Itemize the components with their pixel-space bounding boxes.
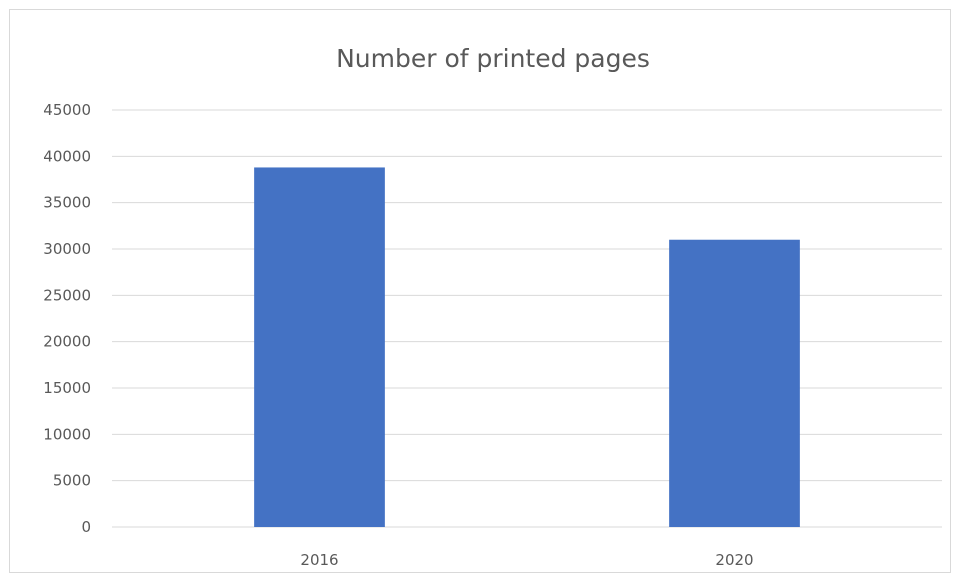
- y-axis-tick-labels: 0 5000 10000 15000 20000 25000 30000 35000 40000…: [43, 101, 91, 536]
- y-tick-label: 20000: [43, 333, 91, 351]
- y-tick-label: 35000: [43, 194, 91, 212]
- y-tick-label: 45000: [43, 101, 91, 119]
- x-tick-label: 2016: [300, 551, 338, 569]
- y-tick-label: 10000: [43, 425, 91, 443]
- y-tick-label: 15000: [43, 379, 91, 397]
- gridlines: [112, 109, 942, 528]
- y-tick-label: 0: [81, 518, 91, 536]
- x-axis-tick-labels: 2016 2020: [300, 551, 753, 569]
- y-tick-label: 30000: [43, 240, 91, 258]
- bar-2020: [669, 239, 800, 527]
- y-tick-label: 40000: [43, 147, 91, 165]
- y-tick-label: 25000: [43, 286, 91, 304]
- chart-title: Number of printed pages: [336, 44, 650, 73]
- x-tick-label: 2020: [715, 551, 753, 569]
- bars: [254, 167, 800, 527]
- bar-2016: [254, 167, 385, 527]
- y-tick-label: 5000: [53, 472, 91, 490]
